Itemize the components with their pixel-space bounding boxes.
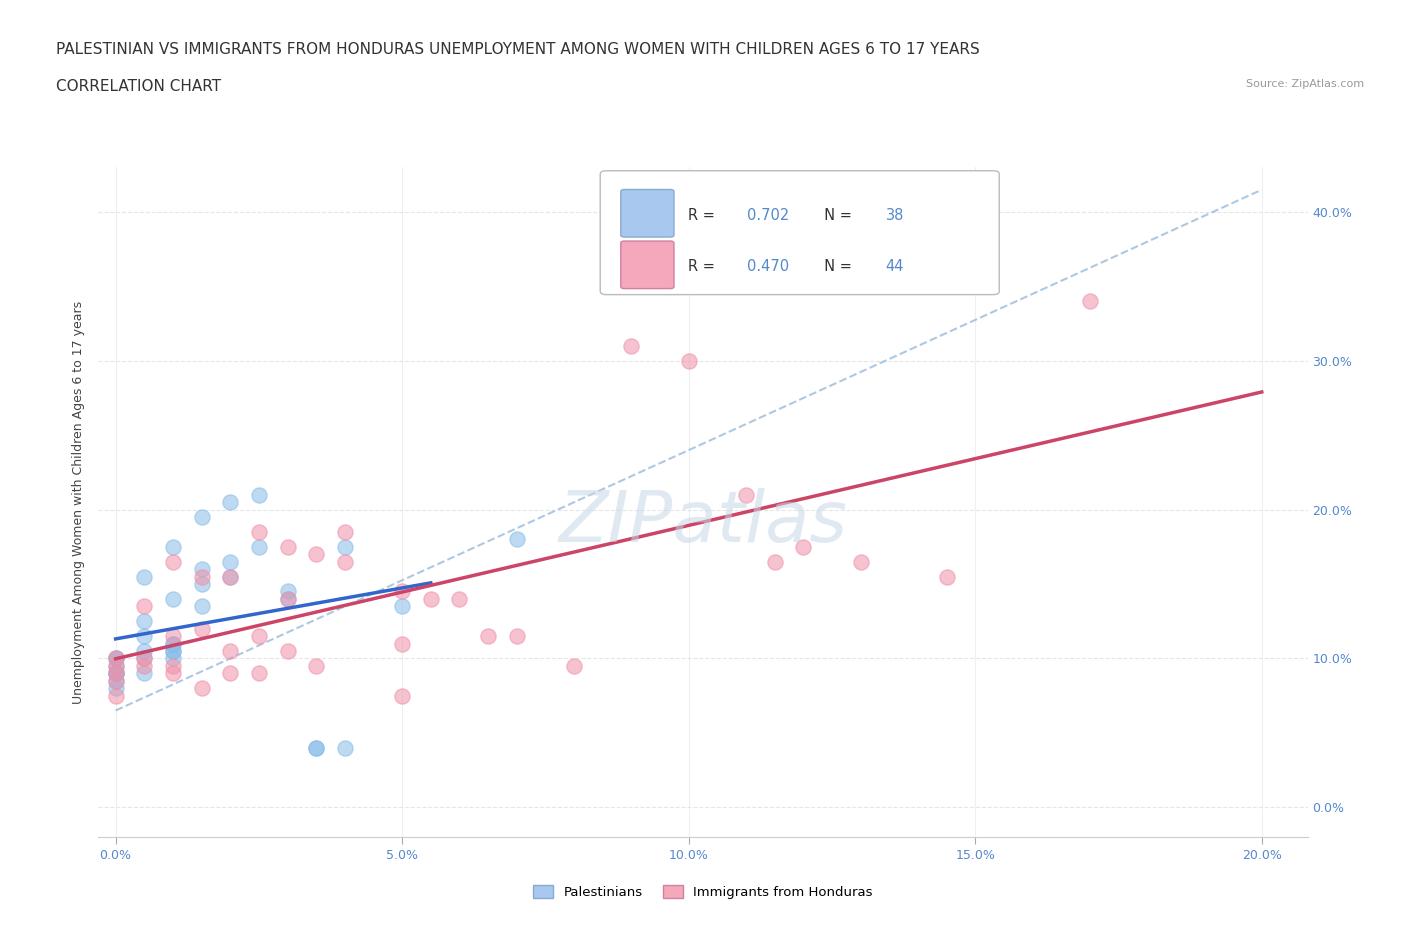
Point: [333, 539, 356, 554]
Point: [104, 688, 127, 703]
Point: [277, 591, 299, 606]
Point: [104, 658, 127, 673]
Text: Source: ZipAtlas.com: Source: ZipAtlas.com: [1246, 79, 1364, 89]
Point: [134, 599, 156, 614]
Point: [391, 599, 413, 614]
Point: [277, 591, 299, 606]
Point: [247, 629, 270, 644]
Point: [247, 666, 270, 681]
Point: [792, 539, 814, 554]
Point: [763, 554, 786, 569]
Point: [190, 599, 212, 614]
Point: [104, 651, 127, 666]
Text: ZIPatlas: ZIPatlas: [558, 488, 848, 557]
Point: [935, 569, 957, 584]
Point: [134, 644, 156, 658]
Point: [134, 569, 156, 584]
Point: [449, 591, 471, 606]
Text: 0.470: 0.470: [747, 259, 789, 274]
Point: [162, 666, 184, 681]
Point: [162, 651, 184, 666]
FancyBboxPatch shape: [600, 171, 1000, 295]
Point: [849, 554, 872, 569]
Point: [219, 644, 242, 658]
Point: [219, 495, 242, 510]
Point: [305, 740, 328, 755]
Point: [419, 591, 441, 606]
Text: PALESTINIAN VS IMMIGRANTS FROM HONDURAS UNEMPLOYMENT AMONG WOMEN WITH CHILDREN A: PALESTINIAN VS IMMIGRANTS FROM HONDURAS …: [56, 42, 980, 57]
Point: [247, 525, 270, 539]
Text: R =: R =: [689, 207, 720, 222]
Point: [190, 621, 212, 636]
Point: [219, 666, 242, 681]
Point: [162, 554, 184, 569]
Point: [190, 510, 212, 525]
Point: [104, 666, 127, 681]
Point: [620, 339, 643, 353]
Text: 44: 44: [886, 259, 904, 274]
Point: [190, 577, 212, 591]
Point: [134, 658, 156, 673]
Y-axis label: Unemployment Among Women with Children Ages 6 to 17 years: Unemployment Among Women with Children A…: [72, 300, 86, 704]
Point: [134, 666, 156, 681]
Point: [134, 614, 156, 629]
Point: [104, 666, 127, 681]
Point: [506, 532, 529, 547]
Point: [104, 681, 127, 696]
Text: CORRELATION CHART: CORRELATION CHART: [56, 79, 221, 94]
FancyBboxPatch shape: [621, 190, 673, 237]
Point: [391, 584, 413, 599]
Point: [305, 547, 328, 562]
FancyBboxPatch shape: [621, 241, 673, 288]
Point: [104, 666, 127, 681]
Legend: Palestinians, Immigrants from Honduras: Palestinians, Immigrants from Honduras: [529, 879, 877, 904]
Point: [134, 629, 156, 644]
Point: [162, 644, 184, 658]
Point: [104, 666, 127, 681]
Text: N =: N =: [815, 207, 856, 222]
Point: [190, 569, 212, 584]
Point: [162, 636, 184, 651]
Point: [678, 353, 700, 368]
Point: [305, 658, 328, 673]
Point: [162, 539, 184, 554]
Point: [162, 636, 184, 651]
Point: [190, 681, 212, 696]
Point: [247, 539, 270, 554]
Point: [477, 629, 499, 644]
Text: N =: N =: [815, 259, 856, 274]
Point: [219, 554, 242, 569]
Point: [104, 673, 127, 688]
Point: [333, 740, 356, 755]
Point: [277, 644, 299, 658]
Point: [134, 651, 156, 666]
Point: [162, 591, 184, 606]
Point: [162, 658, 184, 673]
Point: [104, 651, 127, 666]
Text: R =: R =: [689, 259, 720, 274]
Point: [247, 487, 270, 502]
Text: 38: 38: [886, 207, 904, 222]
Point: [162, 629, 184, 644]
Text: 0.702: 0.702: [747, 207, 789, 222]
Point: [1078, 294, 1101, 309]
Point: [562, 658, 585, 673]
Point: [134, 651, 156, 666]
Point: [104, 673, 127, 688]
Point: [391, 688, 413, 703]
Point: [277, 539, 299, 554]
Point: [305, 740, 328, 755]
Point: [277, 584, 299, 599]
Point: [104, 658, 127, 673]
Point: [333, 554, 356, 569]
Point: [219, 569, 242, 584]
Point: [391, 636, 413, 651]
Point: [735, 487, 758, 502]
Point: [219, 569, 242, 584]
Point: [506, 629, 529, 644]
Point: [104, 651, 127, 666]
Point: [162, 644, 184, 658]
Point: [333, 525, 356, 539]
Point: [190, 562, 212, 577]
